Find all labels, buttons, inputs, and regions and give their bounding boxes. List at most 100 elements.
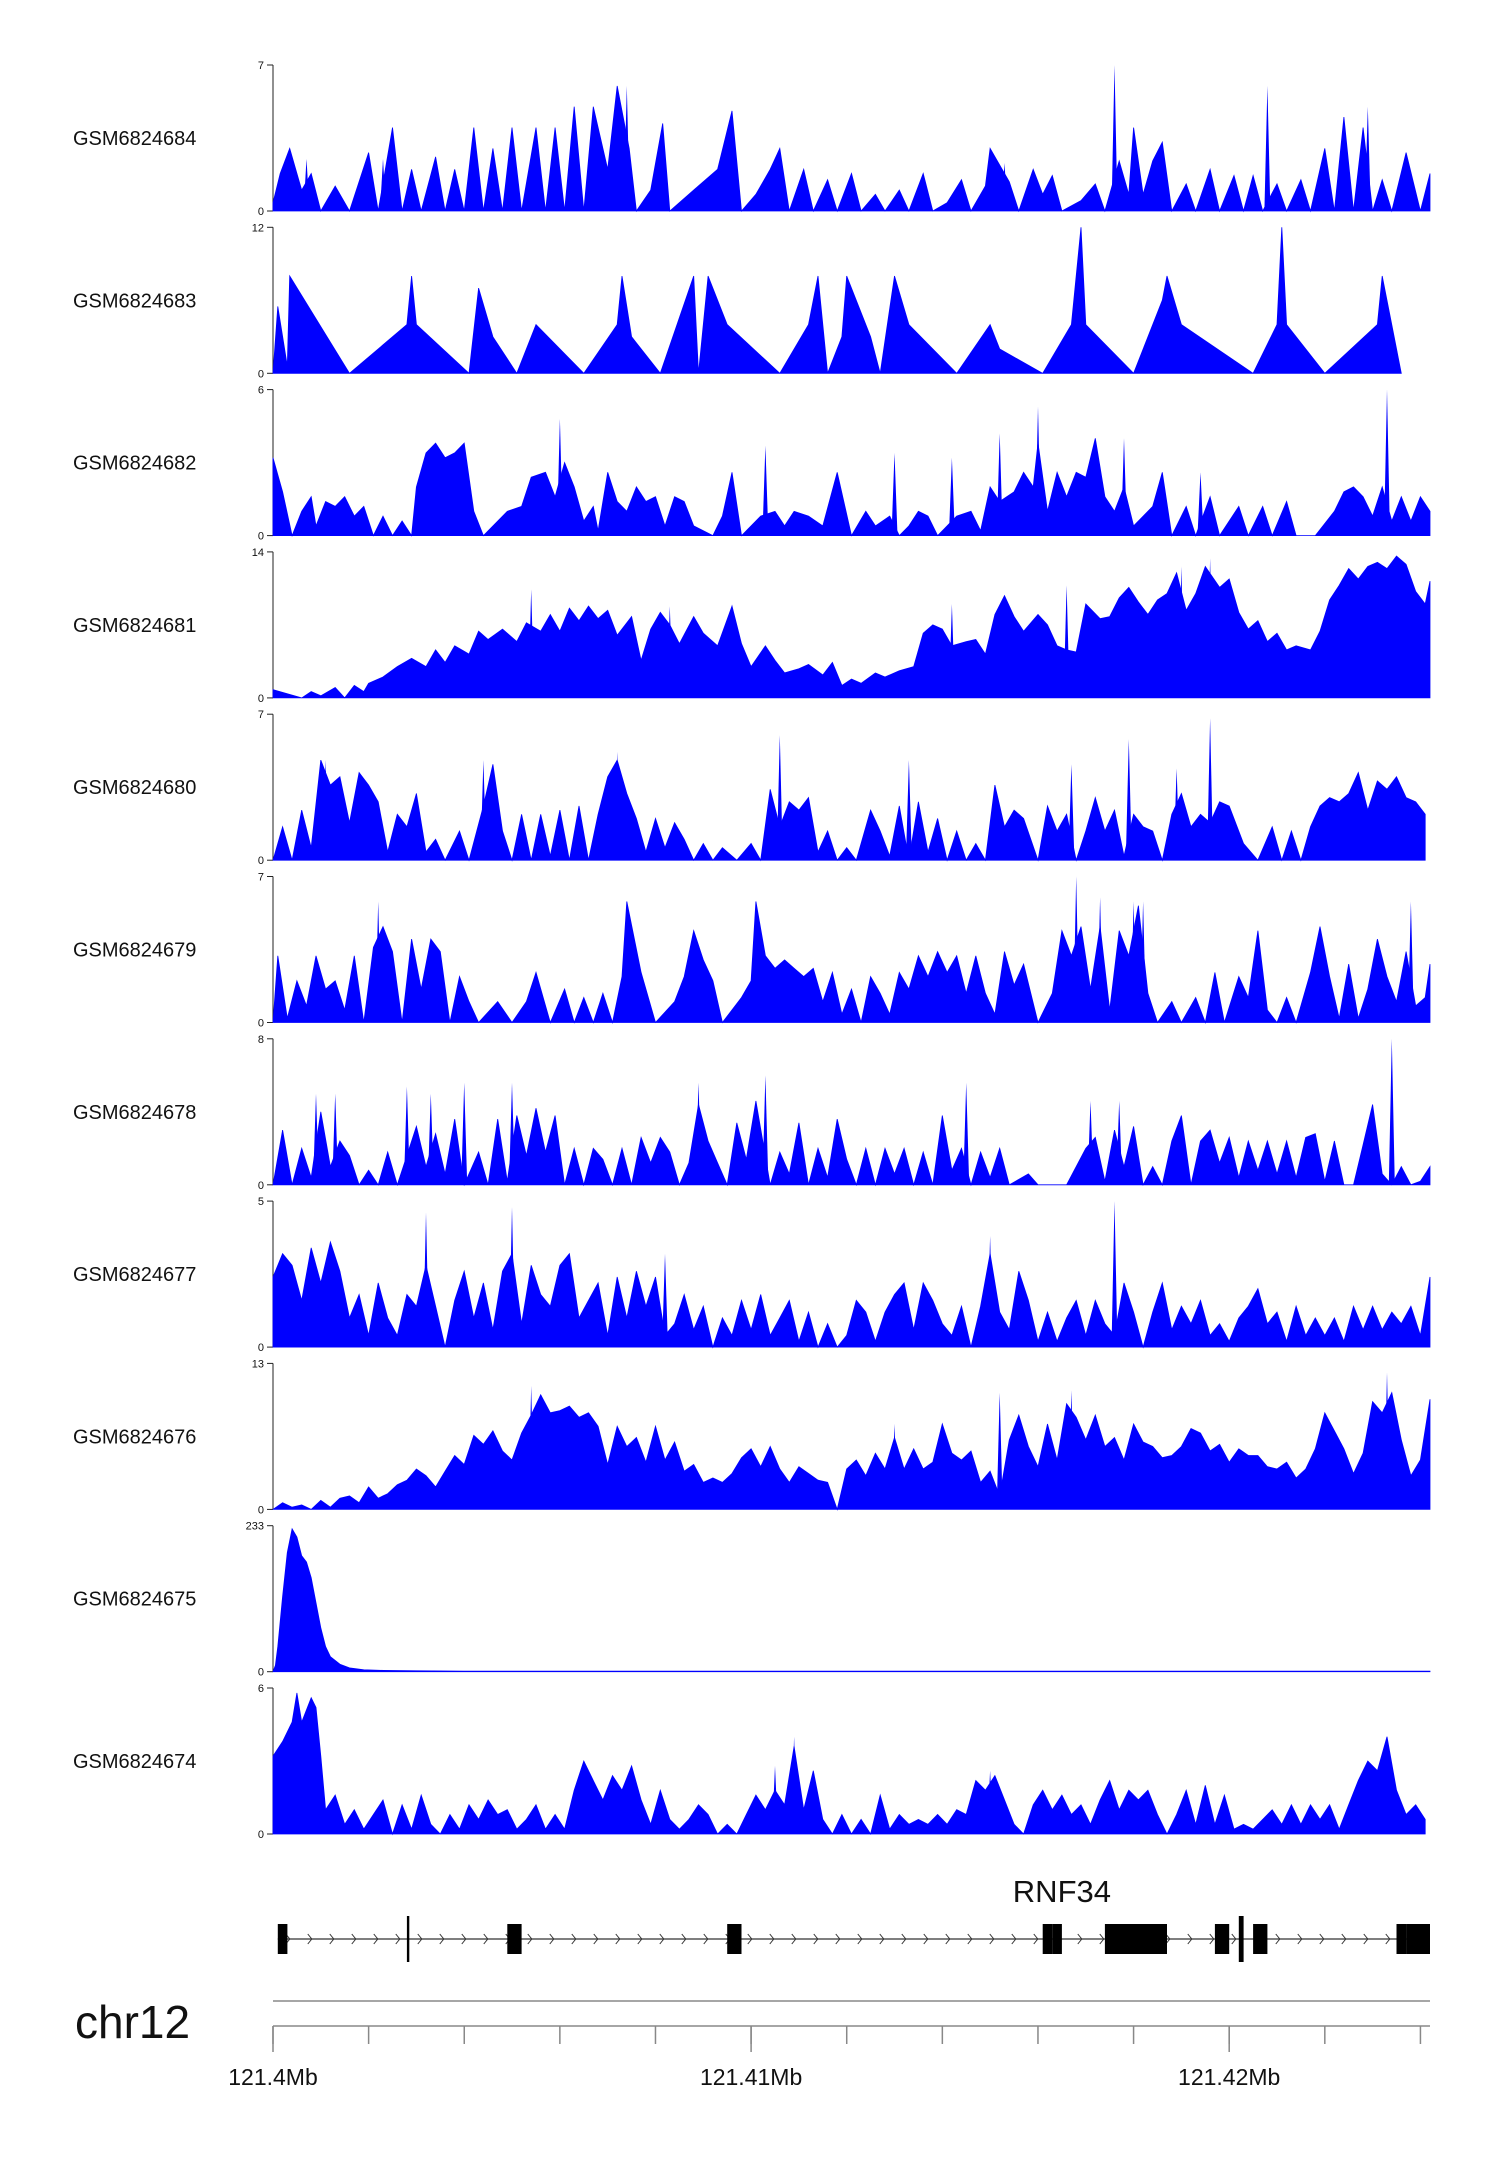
track-GSM6824680: GSM6824680 7 0	[73, 709, 1426, 867]
coverage-spike	[1121, 438, 1127, 536]
coverage-spike	[313, 1093, 319, 1185]
y-tick-label-max: 7	[258, 709, 264, 721]
exon	[1238, 1916, 1244, 1962]
exon	[1042, 1924, 1053, 1954]
y-tick-label-max: 5	[258, 1196, 264, 1208]
track-GSM6824676: GSM6824676 13 0	[73, 1358, 1431, 1516]
coverage-spike	[695, 1082, 702, 1185]
coverage-spike	[666, 606, 673, 698]
coverage-spike	[891, 452, 898, 536]
track-label: GSM6824675	[73, 1589, 196, 1611]
coverage-spike	[528, 158, 535, 211]
track-label: GSM6824684	[73, 128, 196, 150]
strand-arrow	[1099, 1933, 1105, 1945]
track-label: GSM6824674	[73, 1751, 196, 1773]
track-GSM6824684: GSM6824684 7 0	[73, 60, 1431, 218]
coverage-spike	[963, 1082, 970, 1185]
y-tick-label-max: 7	[258, 872, 264, 884]
coverage-spike	[1384, 389, 1390, 536]
strand-arrow	[967, 1933, 973, 1945]
track-label: GSM6824680	[73, 777, 196, 799]
strand-arrow	[1319, 1933, 1325, 1945]
y-tick-label-min: 0	[258, 1504, 264, 1516]
coverage-spike	[1207, 558, 1214, 698]
coverage-spike	[1173, 768, 1180, 861]
coverage-spike	[480, 760, 487, 861]
strand-arrow	[1033, 1933, 1039, 1945]
coverage-spike	[772, 1765, 778, 1834]
y-tick-label-max: 7	[258, 60, 264, 72]
y-tick-label-max: 8	[258, 1034, 264, 1046]
coverage-spike	[762, 445, 769, 536]
strand-arrow	[483, 1933, 489, 1945]
coverage-spike	[1073, 876, 1080, 1023]
exon	[1214, 1924, 1230, 1954]
strand-arrow	[395, 1933, 401, 1945]
y-tick-label-max: 14	[252, 547, 264, 559]
track-GSM6824678: GSM6824678 8 0	[73, 1034, 1431, 1192]
coverage-spike	[1001, 163, 1008, 211]
coverage-spike	[996, 1392, 1003, 1510]
strand-arrow	[549, 1933, 555, 1945]
coverage-spike	[987, 1236, 994, 1348]
coverage-spike	[1068, 1390, 1075, 1510]
y-tick-label-max: 12	[252, 222, 264, 234]
coverage-spike	[614, 751, 621, 861]
y-tick-label-min: 0	[258, 1667, 264, 1679]
strand-arrow	[461, 1933, 467, 1945]
coverage-area	[272, 759, 1426, 862]
chromosome-label: chr12	[75, 1996, 190, 2048]
coverage-spike	[303, 158, 310, 211]
axis-tick-label: 121.41Mb	[700, 2064, 802, 2090]
coverage-spike	[729, 604, 735, 698]
track-label: GSM6824677	[73, 1264, 196, 1286]
genomic-axis: chr12 121.4Mb 121.41Mb 121.42Mb	[75, 1996, 1430, 2090]
coverage-area	[271, 1391, 1431, 1511]
y-tick-label-min: 0	[258, 693, 264, 705]
y-tick-label-min: 0	[258, 206, 264, 218]
strand-arrow	[351, 1933, 357, 1945]
coverage-spike	[948, 604, 955, 698]
exon	[1396, 1924, 1407, 1954]
strand-arrow	[1209, 1933, 1215, 1945]
coverage-spike	[1364, 106, 1371, 211]
exon	[1104, 1924, 1124, 1954]
strand-arrow	[1363, 1933, 1369, 1945]
coverage-spike	[1407, 901, 1414, 1023]
coverage-spike	[1178, 566, 1185, 698]
coverage-spike	[623, 901, 630, 1023]
y-tick-label-max: 13	[252, 1358, 264, 1370]
coverage-area	[272, 1527, 1431, 1673]
track-label: GSM6824679	[73, 940, 196, 962]
exon	[1253, 1924, 1268, 1954]
coverage-area	[272, 555, 1431, 699]
strand-arrow	[747, 1933, 753, 1945]
strand-arrow	[1341, 1933, 1347, 1945]
gene-track: RNF34	[277, 1874, 1430, 1962]
strand-arrow	[1275, 1933, 1281, 1945]
coverage-spike	[461, 1082, 468, 1185]
coverage-area	[272, 1692, 1426, 1836]
coverage-spike	[375, 901, 382, 1023]
coverage-spike	[662, 1253, 668, 1348]
coverage-spike	[1384, 1736, 1390, 1834]
coverage-area	[272, 438, 1431, 537]
strand-arrow	[1165, 1933, 1171, 1945]
strand-arrow	[659, 1933, 665, 1945]
y-tick-label-min: 0	[258, 531, 264, 543]
axis-tick-label: 121.42Mb	[1178, 2064, 1280, 2090]
strand-arrow	[439, 1933, 445, 1945]
coverage-spike	[1087, 1100, 1094, 1185]
coverage-spike	[528, 1385, 535, 1510]
coverage-spike	[423, 1212, 429, 1348]
coverage-spike	[322, 760, 329, 861]
coverage-area	[272, 1100, 1431, 1187]
y-tick-label-max: 6	[258, 385, 264, 397]
coverage-spike	[461, 452, 468, 536]
coverage-spike	[623, 85, 630, 211]
strand-arrow	[637, 1933, 643, 1945]
coverage-spike	[1097, 897, 1104, 1023]
strand-arrow	[857, 1933, 863, 1945]
exon	[277, 1924, 288, 1954]
exon	[507, 1924, 522, 1954]
